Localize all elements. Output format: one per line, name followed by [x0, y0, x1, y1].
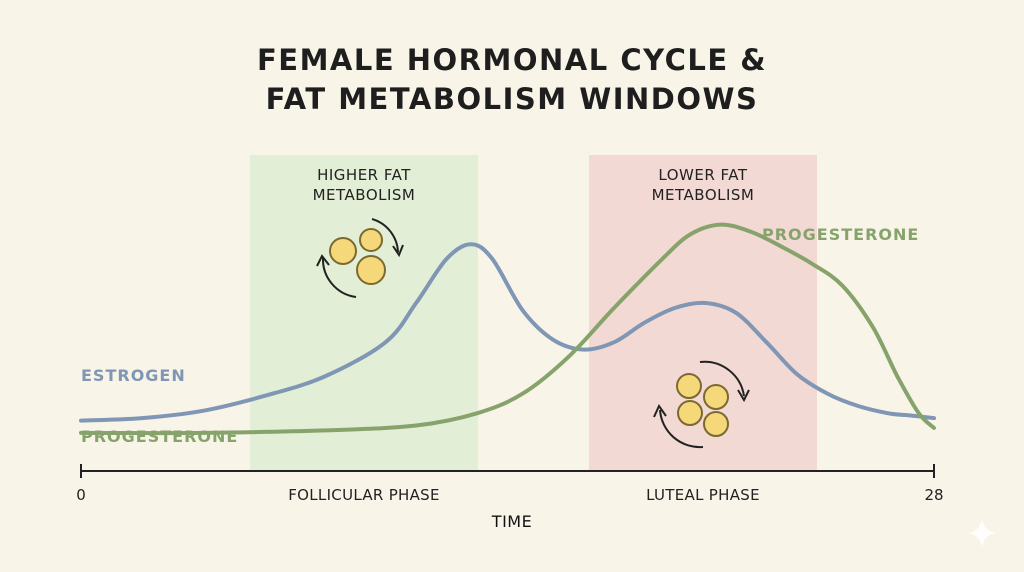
- series-layer: [79, 222, 936, 436]
- arrowhead-icon: [653, 403, 667, 418]
- chart-title-line-1: FEMALE HORMONAL CYCLE &: [257, 43, 767, 77]
- arrowhead-icon: [392, 244, 404, 258]
- fat-cell: [703, 384, 729, 410]
- fat-cell: [356, 255, 386, 285]
- arrowhead-icon: [737, 389, 750, 403]
- sparkle-icon: [968, 519, 996, 547]
- fat-cells-cycle-icon: [316, 218, 404, 298]
- higher-fat-label-line-2: METABOLISM: [313, 186, 416, 204]
- arrowhead-icon: [316, 254, 330, 267]
- fat-cell: [676, 373, 702, 399]
- fat-cells-cycle-icon: [653, 360, 750, 449]
- phase-label-luteal: LUTEAL PHASE: [646, 486, 760, 504]
- x-tick-label-28: 28: [924, 486, 943, 504]
- fat-cell: [359, 228, 383, 252]
- cycle-arrow-icon: [699, 360, 745, 397]
- lower-fat-window: [589, 155, 817, 471]
- series-label-estrogen: ESTROGEN: [81, 366, 186, 385]
- lower-fat-label-line-2: METABOLISM: [652, 186, 755, 204]
- fat-cell: [703, 411, 729, 437]
- series-label-progesterone-right: PROGESTERONE: [762, 225, 919, 244]
- x-tick-label-0: 0: [76, 486, 86, 504]
- series-line-progesterone: [79, 222, 936, 436]
- higher-fat-label-line-1: HIGHER FAT: [317, 166, 411, 184]
- cycle-arrow-icon: [321, 257, 357, 298]
- higher-fat-window: [250, 155, 478, 471]
- lower-fat-label-line-1: LOWER FAT: [658, 166, 747, 184]
- cycle-arrow-icon: [659, 409, 704, 449]
- cycle-arrow-icon: [371, 218, 399, 253]
- fat-cell: [677, 400, 703, 426]
- phase-label-follicular: FOLLICULAR PHASE: [288, 486, 440, 504]
- series-label-progesterone-left: PROGESTERONE: [81, 427, 238, 446]
- series-line-estrogen: [79, 242, 936, 423]
- chart-title-line-2: FAT METABOLISM WINDOWS: [266, 82, 759, 116]
- fat-cell: [329, 237, 357, 265]
- x-axis-label: TIME: [491, 512, 532, 531]
